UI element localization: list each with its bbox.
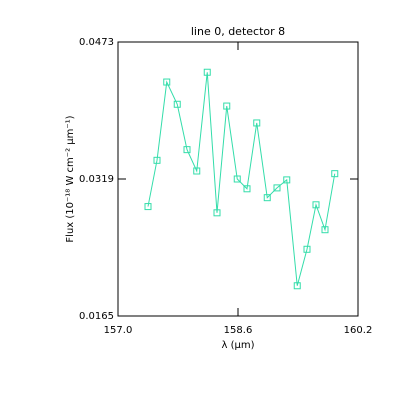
data-point [263, 194, 271, 202]
data-point [173, 100, 181, 108]
y-axis-label: Flux (10⁻¹⁸ W cm⁻² μm⁻¹) [65, 115, 76, 242]
data-point [163, 78, 171, 86]
data-point [321, 226, 329, 234]
data-point [193, 167, 201, 175]
x-tick-label: 157.0 [104, 325, 133, 336]
data-point [273, 184, 281, 192]
x-axis-label: λ (μm) [221, 340, 254, 351]
data-point [144, 203, 152, 211]
data-point [331, 170, 339, 178]
data-line [147, 72, 336, 286]
data-point [243, 185, 251, 193]
x-tick-label: 160.2 [344, 325, 373, 336]
x-tick-label: 158.6 [224, 325, 253, 336]
data-point [312, 201, 320, 209]
data-point [303, 245, 311, 253]
data-point [183, 146, 191, 154]
y-tick-label: 0.0319 [79, 174, 114, 185]
data-point [233, 175, 241, 183]
data-point [153, 156, 161, 164]
y-tick-label: 0.0473 [79, 37, 114, 48]
data-point [253, 119, 261, 127]
data-point [293, 282, 301, 290]
data-point [223, 102, 231, 110]
data-point [203, 68, 211, 76]
data-point [213, 209, 221, 217]
chart-title: line 0, detector 8 [191, 25, 285, 38]
data-point [283, 176, 291, 184]
y-tick-label: 0.0165 [79, 311, 114, 322]
